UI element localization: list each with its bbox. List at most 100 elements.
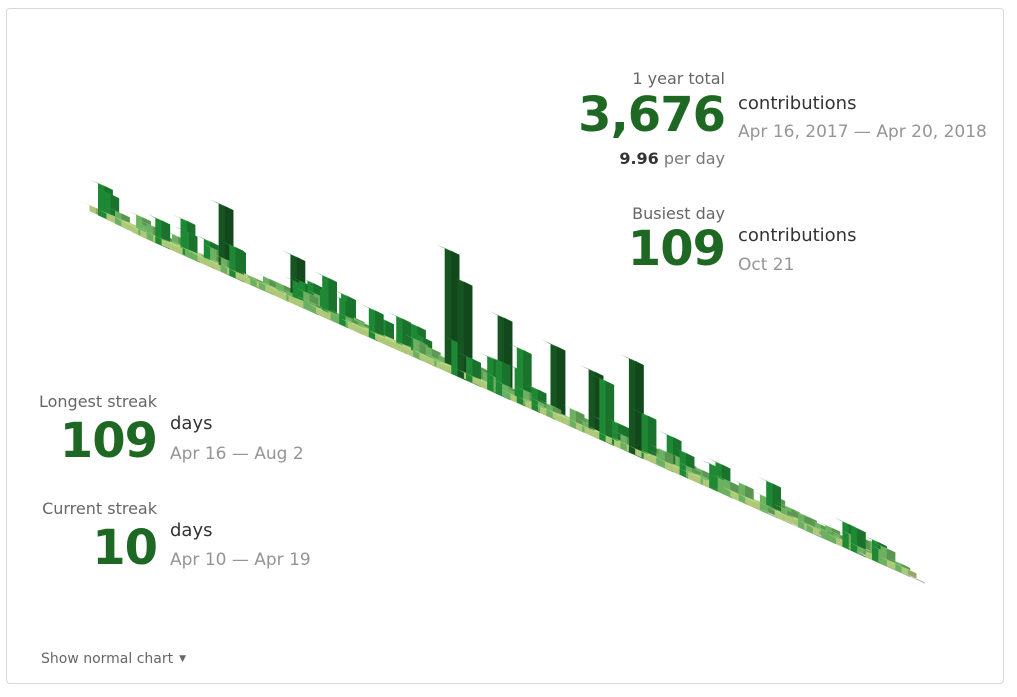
column-top-face: [561, 404, 585, 415]
column-top-face: [487, 355, 511, 367]
isometric-contribution-chart: [81, 179, 925, 584]
column-top-face: [537, 399, 562, 411]
column-top-face: [89, 179, 113, 190]
column-top-face: [671, 446, 695, 458]
busiest-day-label: Busiest day: [632, 204, 725, 223]
column-top-face: [417, 342, 441, 353]
column-top-face: [901, 571, 925, 583]
column-top-face: [842, 521, 866, 533]
longest-streak-label: Longest streak: [38, 392, 157, 411]
column-top-face: [301, 297, 325, 309]
column-top-face: [802, 521, 826, 533]
column-top-face: [776, 501, 800, 513]
column-top-face: [863, 535, 887, 547]
column-top-face: [753, 499, 777, 510]
column-top-face: [332, 289, 356, 301]
current-streak-range: Apr 10 — Apr 19: [170, 550, 311, 570]
column-top-face: [886, 557, 911, 568]
busiest-day-date: Oct 21: [738, 255, 795, 275]
column-top-face: [650, 444, 674, 456]
column-top-face: [313, 271, 337, 283]
column-top-face: [298, 276, 323, 288]
column-top-face: [658, 430, 682, 442]
column-right-face: [328, 277, 337, 323]
per-day-label: per day: [663, 149, 725, 168]
column-top-face: [730, 478, 754, 490]
show-normal-chart-label: Show normal chart: [41, 651, 174, 667]
column-top-face: [360, 303, 384, 315]
contribution-column: [220, 240, 245, 283]
column-top-face: [220, 240, 245, 252]
column-top-face: [633, 409, 657, 420]
column-right-face: [907, 569, 917, 580]
longest-streak-value: 109: [59, 413, 158, 469]
column-top-face: [337, 312, 361, 323]
show-normal-chart-toggle[interactable]: Show normal chart ▼: [41, 651, 186, 667]
per-day-rate: 9.96 per day: [619, 149, 725, 168]
column-top-face: [95, 187, 120, 199]
column-top-face: [387, 312, 411, 323]
column-top-face: [449, 275, 473, 286]
caret-down-icon: ▼: [179, 654, 187, 664]
year-total-unit: contributions: [738, 93, 857, 114]
column-top-face: [542, 339, 566, 351]
column-top-face: [195, 234, 219, 246]
longest-streak-unit: days: [170, 413, 213, 434]
column-top-face: [172, 214, 196, 225]
column-top-face: [603, 416, 627, 428]
column-top-face: [210, 199, 234, 211]
column-top-face: [281, 250, 306, 262]
column-top-face: [798, 520, 822, 531]
longest-streak-range: Apr 16 — Aug 2: [170, 444, 304, 464]
column-top-face: [349, 316, 373, 328]
column-top-face: [269, 278, 293, 290]
column-top-face: [812, 524, 837, 536]
column-top-face: [816, 521, 841, 532]
column-top-face: [772, 503, 796, 515]
column-top-face: [408, 330, 433, 342]
column-right-face: [647, 415, 657, 464]
column-top-face: [254, 272, 278, 283]
column-top-face: [294, 287, 319, 298]
column-top-face: [402, 319, 426, 331]
busiest-day-value: 109: [627, 221, 726, 277]
contribution-column: [561, 404, 585, 433]
column-top-face: [707, 457, 731, 469]
column-top-face: [174, 226, 198, 237]
column-top-face: [404, 334, 428, 346]
current-streak-label: Current streak: [42, 499, 157, 518]
current-streak-unit: days: [170, 520, 213, 541]
column-right-face: [463, 281, 473, 383]
column-top-face: [489, 311, 513, 322]
column-top-face: [241, 272, 266, 284]
contribution-column: [620, 354, 644, 460]
column-top-face: [523, 382, 547, 394]
column-top-face: [893, 562, 917, 574]
column-top-face: [590, 374, 615, 385]
column-top-face: [848, 542, 872, 553]
column-top-face: [436, 244, 460, 255]
current-streak-value: 10: [92, 520, 158, 576]
column-top-face: [580, 365, 604, 376]
per-day-value: 9.96: [619, 149, 659, 168]
column-right-face: [556, 346, 566, 423]
contribution-column: [542, 339, 566, 423]
contribution-column: [449, 275, 473, 383]
busiest-day-unit: contributions: [738, 225, 857, 246]
contribution-column: [590, 374, 615, 446]
column-top-face: [127, 210, 151, 222]
column-top-face: [330, 293, 354, 305]
contribution-column: [633, 409, 657, 464]
contributions-card: 1 year total 3,676 contributions Apr 16,…: [6, 8, 1004, 684]
column-top-face: [793, 510, 817, 521]
column-top-face: [715, 475, 739, 486]
column-top-face: [872, 541, 896, 553]
contribution-column: [893, 562, 917, 580]
column-top-face: [146, 213, 171, 225]
column-top-face: [457, 352, 481, 363]
year-total-label: 1 year total: [632, 69, 725, 88]
contribution-column: [901, 571, 925, 584]
column-top-face: [620, 354, 644, 366]
column-top-face: [106, 206, 130, 218]
year-total-value: 3,676: [578, 87, 726, 143]
